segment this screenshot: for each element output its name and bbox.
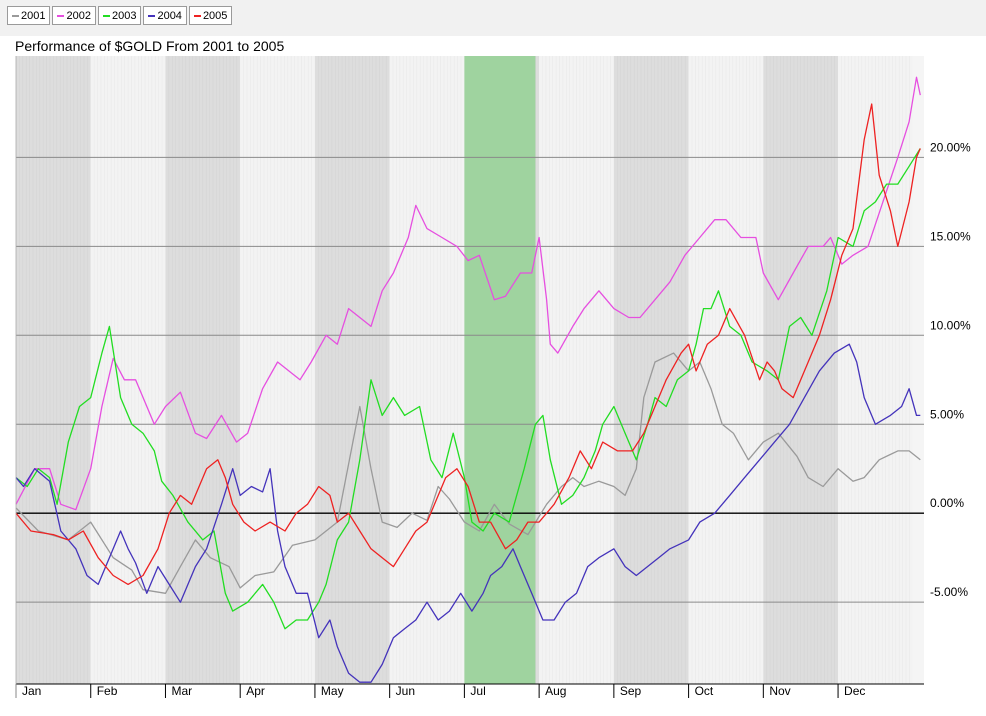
x-tick-label: May [321,684,344,698]
legend-item-2001[interactable]: 2001 [7,6,51,25]
x-tick-label: Nov [769,684,790,698]
x-tick-label: Dec [844,684,865,698]
legend-item-2005[interactable]: 2005 [188,6,233,25]
y-tick-label: 0.00% [930,496,964,510]
legend-label: 2003 [111,9,137,22]
chart-title: Performance of $GOLD From 2001 to 2005 [15,38,285,54]
chart-toolbar: 2001 2002 2003 2004 2005 [0,0,986,36]
legend-swatch [57,14,65,17]
series-line-2005 [15,103,921,586]
legend-item-2002[interactable]: 2002 [52,6,96,25]
y-tick-label: 20.00% [930,140,971,154]
series-line-2003 [15,148,921,630]
x-tick-label: Jul [470,684,485,698]
legend-label: 2002 [66,9,91,22]
series-line-2002 [15,76,921,511]
legend-label: 2004 [157,9,182,22]
legend-label: 2005 [202,9,228,22]
x-tick-label: Sep [620,684,642,698]
y-tick-label: 15.00% [930,229,971,243]
x-tick-label: Apr [246,684,265,698]
legend-swatch [102,14,110,17]
x-tick-label: Aug [545,684,566,698]
legend-swatch [148,14,156,17]
y-tick-label: -5.00% [930,585,968,599]
legend-swatch [193,14,201,17]
y-tick-label: 5.00% [930,407,964,421]
legend: 2001 2002 2003 2004 2005 [7,6,233,25]
x-tick-label: Mar [171,684,192,698]
series-line-2001 [15,352,921,594]
x-tick-label: Jan [22,684,41,698]
highlight-band [464,56,536,684]
legend-swatch [12,14,19,17]
legend-item-2004[interactable]: 2004 [143,6,187,25]
x-axis-background [16,684,924,698]
legend-label: 2001 [21,9,46,22]
x-tick-label: Feb [97,684,118,698]
x-tick-label: Jun [396,684,415,698]
x-tick-label: Oct [695,684,714,698]
y-tick-label: 10.00% [930,318,971,332]
series-line-2004 [15,343,921,683]
legend-item-2003[interactable]: 2003 [97,6,142,25]
